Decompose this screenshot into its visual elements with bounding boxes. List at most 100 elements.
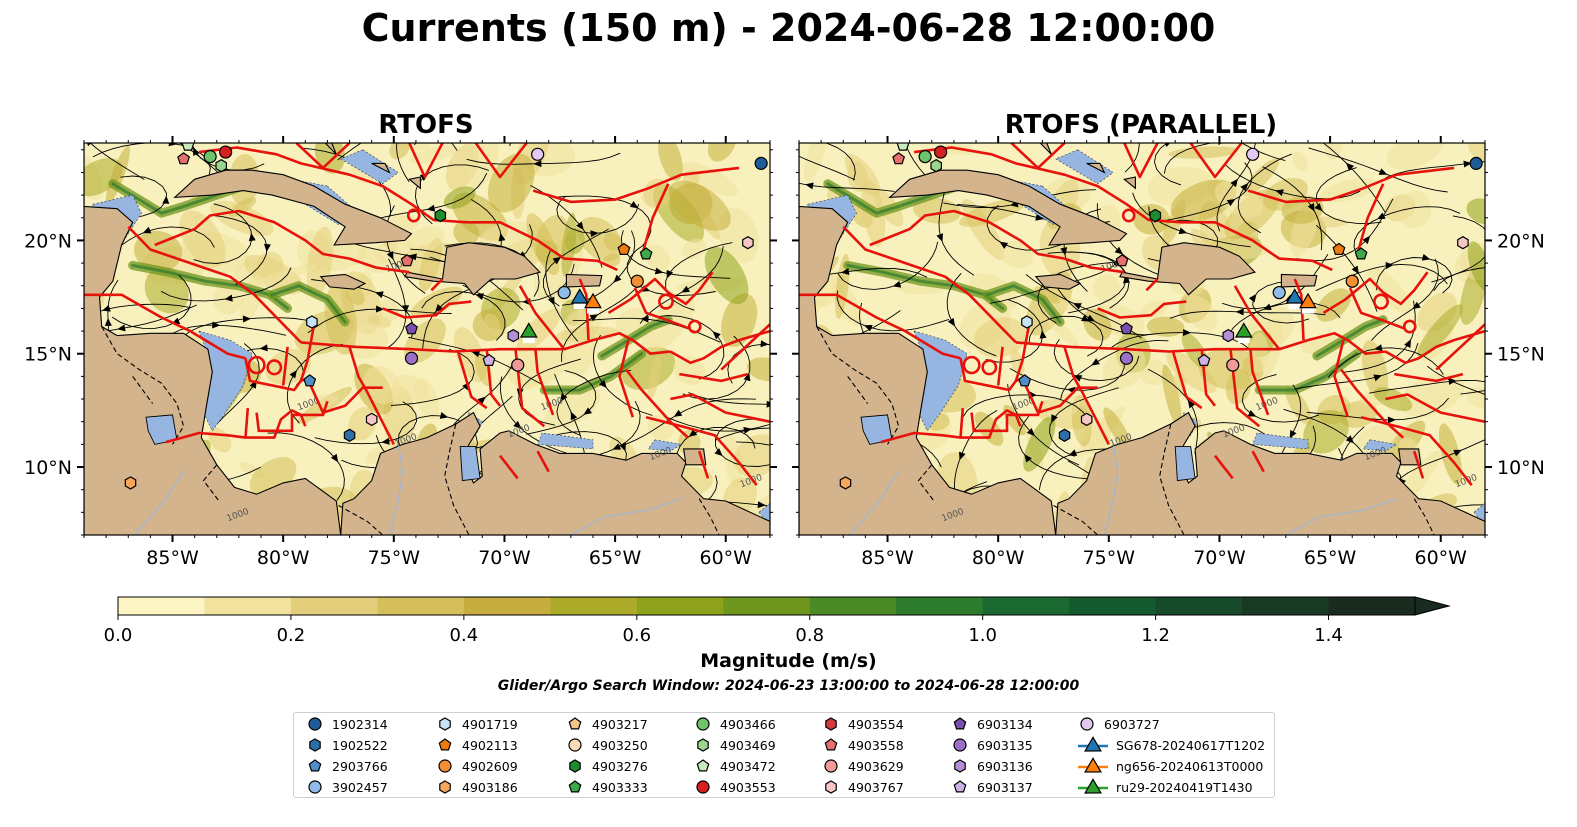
panel-rtofs: RTOFS 1000100010001000100010001000100085… bbox=[24, 110, 777, 569]
colorbar-segment bbox=[896, 597, 984, 615]
legend-label: 4903553 bbox=[720, 779, 776, 795]
marker-2903766 bbox=[303, 374, 317, 387]
legend-pentagon-icon bbox=[953, 717, 967, 730]
streamline-arrow bbox=[1351, 265, 1359, 275]
eez-boundary-loop bbox=[962, 355, 981, 375]
shelf-area bbox=[1055, 149, 1114, 185]
legend-marker bbox=[697, 738, 709, 752]
colorbar-tick-label: 0.4 bbox=[450, 625, 479, 646]
legend-marker bbox=[696, 780, 710, 794]
streamline bbox=[286, 343, 343, 424]
speed-patch bbox=[1399, 373, 1465, 417]
legend-marker bbox=[308, 780, 322, 794]
legend-entry: 6903137 bbox=[949, 777, 1033, 797]
legend-entry: 1902314 bbox=[304, 714, 388, 734]
eez-boundary bbox=[299, 324, 316, 382]
speed-patch bbox=[406, 226, 445, 253]
streamline-arrow bbox=[1499, 262, 1507, 269]
legend-pentagon-icon bbox=[438, 738, 452, 751]
speed-patch bbox=[721, 293, 758, 347]
colorbar-tick-label: 1.4 bbox=[1314, 625, 1343, 646]
speed-patch bbox=[179, 210, 226, 268]
marker-3902457 bbox=[557, 285, 571, 300]
eez-boundary bbox=[474, 143, 528, 179]
speed-patch bbox=[265, 349, 311, 385]
streamline-arrow bbox=[59, 369, 67, 378]
panel-rtofs-parallel: RTOFS (PARALLEL) 10001000100010001000100… bbox=[792, 110, 1545, 569]
streamline-arrow bbox=[168, 143, 178, 147]
legend-triangle-icon bbox=[1078, 757, 1108, 773]
streamline bbox=[1296, 198, 1394, 262]
legend-hexagon-icon bbox=[954, 759, 966, 773]
streamline-arrow bbox=[619, 442, 626, 452]
streamline bbox=[1049, 387, 1119, 457]
streamline-arrow bbox=[1387, 416, 1396, 424]
streamline bbox=[625, 398, 756, 445]
marker-6903727 bbox=[531, 147, 545, 161]
streamline-arrow bbox=[117, 324, 126, 332]
legend-hexagon-icon bbox=[569, 759, 581, 773]
legend-entry: 4903333 bbox=[564, 777, 648, 797]
land bbox=[1123, 176, 1136, 190]
marker-4903553 bbox=[934, 145, 948, 159]
speed-patch bbox=[602, 253, 621, 268]
legend-marker bbox=[568, 780, 582, 793]
speed-patch bbox=[668, 180, 731, 231]
eez-boundary bbox=[1384, 329, 1485, 365]
legend-marker bbox=[696, 717, 710, 731]
colorbar-tick-label: 0.8 bbox=[795, 625, 824, 646]
streamline bbox=[836, 290, 950, 332]
streamline bbox=[953, 410, 998, 499]
streamline-arrow bbox=[435, 303, 443, 313]
streamline bbox=[1169, 310, 1326, 319]
speed-patch bbox=[1398, 190, 1432, 229]
streamline bbox=[1226, 301, 1341, 342]
speed-patch bbox=[1044, 393, 1081, 420]
eez-boundary bbox=[154, 209, 410, 274]
speed-patch bbox=[409, 144, 459, 164]
colorbar-segment bbox=[550, 597, 638, 615]
lon-tick-label: 65°W bbox=[1304, 547, 1357, 569]
marker-4903276 bbox=[434, 208, 447, 223]
colorbar-segment bbox=[377, 597, 465, 615]
lon-tick-label: 65°W bbox=[589, 547, 642, 569]
speed-patch bbox=[999, 240, 1034, 269]
streamline bbox=[545, 250, 579, 342]
streamline bbox=[688, 392, 770, 405]
streamline-arrow bbox=[439, 412, 449, 419]
streamline bbox=[938, 186, 975, 276]
land bbox=[319, 273, 367, 290]
marker-ru29-20240419T1430 bbox=[519, 322, 538, 338]
streamline bbox=[1431, 215, 1485, 283]
speed-patch bbox=[704, 246, 749, 305]
speed-patch bbox=[603, 232, 622, 251]
land bbox=[324, 143, 337, 155]
streamline-arrow bbox=[1487, 243, 1495, 252]
streamline bbox=[362, 172, 488, 224]
legend-circle-icon bbox=[953, 738, 967, 752]
streamline-arrow bbox=[212, 321, 221, 329]
country-border bbox=[1053, 505, 1099, 535]
streamline-arrow bbox=[583, 407, 592, 415]
legend-marker bbox=[825, 780, 837, 794]
streamline bbox=[554, 373, 586, 467]
legend-marker bbox=[953, 717, 967, 730]
land bbox=[228, 143, 281, 144]
lon-tick-label: 75°W bbox=[368, 547, 421, 569]
marker-3902457 bbox=[1272, 285, 1286, 300]
eez-boundary bbox=[518, 285, 566, 351]
colorbar-tick-label: 0.2 bbox=[277, 625, 306, 646]
streamline-arrow bbox=[475, 293, 484, 301]
marker-6903136 bbox=[1222, 328, 1235, 343]
streamline-arrow bbox=[1373, 374, 1383, 382]
streamline-arrow bbox=[1493, 501, 1502, 509]
country-border bbox=[1159, 423, 1185, 535]
eez-boundary bbox=[799, 293, 961, 360]
streamline bbox=[1154, 143, 1182, 186]
marker-4903629 bbox=[1226, 358, 1240, 372]
streamline-arrow bbox=[673, 409, 683, 417]
streamline bbox=[1241, 373, 1320, 423]
streamline bbox=[84, 303, 191, 320]
streamline-arrow bbox=[1373, 344, 1383, 352]
